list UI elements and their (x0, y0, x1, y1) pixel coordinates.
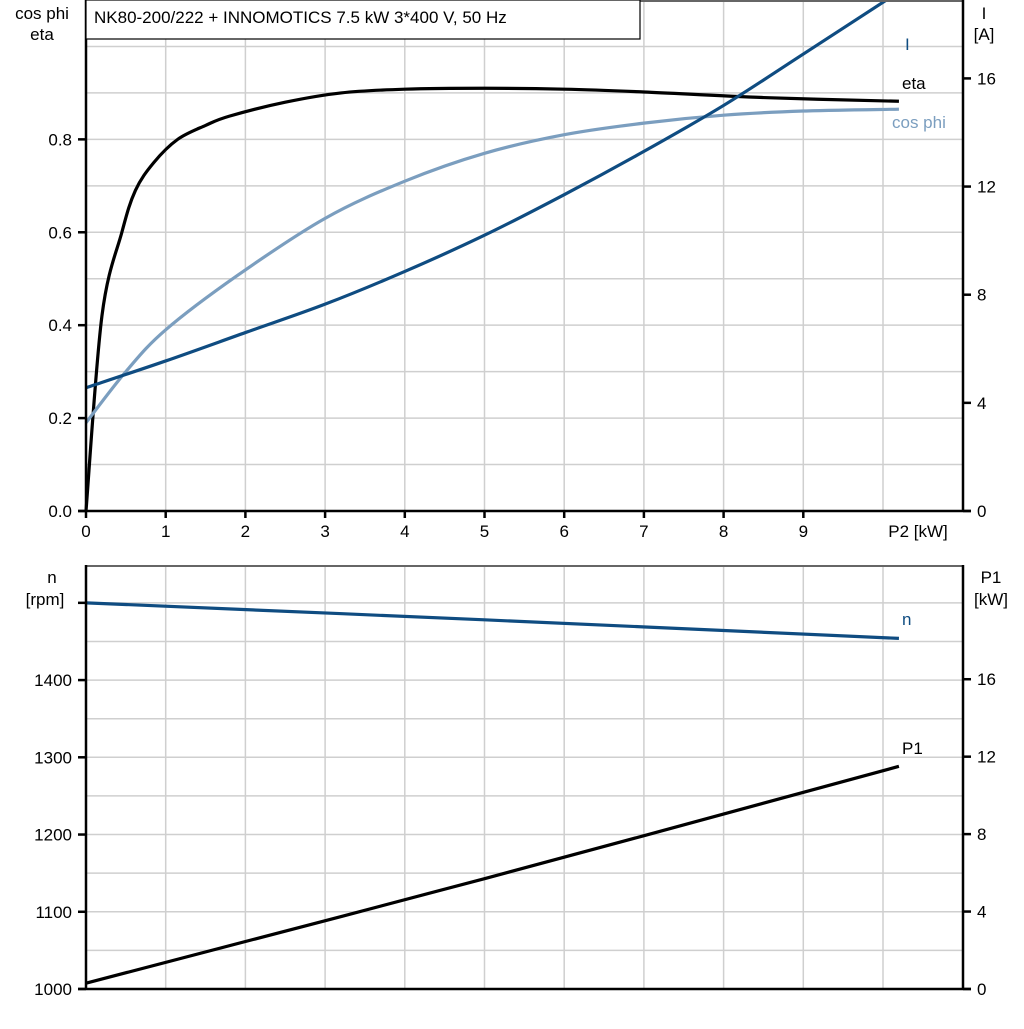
left-tick-label: 1000 (34, 980, 72, 999)
left-tick-label: 0.4 (48, 316, 72, 335)
series-label-n: n (902, 610, 911, 629)
series-line-P1 (85, 764, 900, 985)
right-tick-label: 16 (977, 69, 996, 88)
bottom-right-axis-label-1: P1 (981, 568, 1002, 587)
left-tick-label: 1100 (35, 903, 72, 922)
bottom-left-axis-label-1: n (47, 568, 56, 587)
right-tick-label: 12 (977, 178, 996, 197)
x-tick-label: 6 (559, 522, 568, 541)
right-tick-label: 0 (977, 502, 986, 521)
right-tick-label: 12 (977, 748, 996, 767)
series-label-cos-phi: cos phi (892, 113, 946, 132)
x-tick-label: 7 (639, 522, 648, 541)
bottom-plot-grid (86, 565, 963, 989)
bottom-left-axis-label-2: [rpm] (26, 590, 65, 609)
x-axis-label: P2 [kW] (888, 522, 948, 541)
x-tick-label: 4 (400, 522, 409, 541)
chart-title: NK80-200/222 + INNOMOTICS 7.5 kW 3*400 V… (94, 8, 507, 27)
bottom-right-axis-label-2: [kW] (974, 590, 1008, 609)
x-tick-label: 3 (320, 522, 329, 541)
x-tick-label: 9 (799, 522, 808, 541)
top-right-axis-label-2: [A] (974, 25, 995, 44)
right-tick-label: 16 (977, 670, 996, 689)
right-tick-label: 8 (977, 825, 986, 844)
left-tick-label: 1300 (34, 748, 72, 767)
top-left-axis-label-1: cos phi (15, 4, 69, 23)
x-tick-label: 8 (719, 522, 728, 541)
x-tick-label: 0 (81, 522, 90, 541)
series-line-cos-phi (84, 107, 899, 424)
top-plot-grid (86, 0, 963, 511)
right-tick-label: 4 (977, 903, 986, 922)
left-tick-label: 1400 (34, 671, 72, 690)
x-tick-label: 5 (480, 522, 489, 541)
right-tick-label: 0 (977, 980, 986, 999)
x-tick-label: 2 (241, 522, 250, 541)
series-line-eta (84, 86, 899, 512)
right-tick-label: 4 (977, 394, 986, 413)
top-right-axis-label-1: I (982, 4, 987, 23)
series-line-n (85, 601, 900, 640)
series-line-I (85, 0, 890, 390)
right-tick-label: 8 (977, 286, 986, 305)
series-label-eta: eta (902, 74, 926, 93)
left-tick-label: 0.8 (48, 130, 72, 149)
series-label-I: I (905, 35, 910, 54)
left-tick-label: 0.0 (48, 502, 72, 521)
x-tick-label: 1 (161, 522, 170, 541)
left-tick-label: 0.2 (48, 409, 72, 428)
top-left-axis-label-2: eta (30, 25, 54, 44)
title-box (85, 0, 641, 40)
curves (84, 0, 900, 985)
left-tick-label: 1200 (34, 826, 72, 845)
series-label-P1: P1 (902, 739, 923, 758)
left-tick-label: 0.6 (48, 223, 72, 242)
